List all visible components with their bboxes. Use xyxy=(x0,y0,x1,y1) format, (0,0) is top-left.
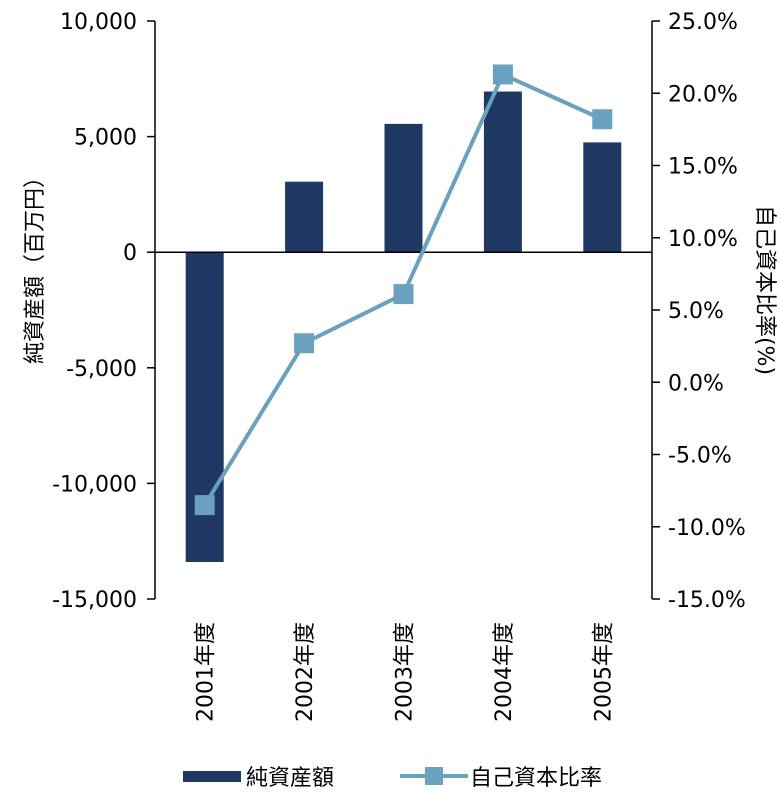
bar-4 xyxy=(483,91,522,253)
line-series xyxy=(194,64,613,516)
bar-5 xyxy=(583,142,622,253)
right-tick-label-8: -15.0% xyxy=(668,588,746,613)
category-label-2: 2002年度 xyxy=(293,622,318,722)
right-axis-ticks: 25.0% 20.0% 15.0% 10.0% 5.0% 0.0% -5.0% -10.0% -… xyxy=(652,10,746,613)
ratio-marker-4 xyxy=(492,64,513,85)
legend-swatch-marker xyxy=(425,767,443,785)
ratio-marker-2 xyxy=(294,333,315,354)
right-tick-label-3: 10.0% xyxy=(668,227,738,252)
right-tick-label-6: -5.0% xyxy=(668,444,732,469)
right-axis-title: 自己資本比率(%) xyxy=(752,205,777,375)
category-label-4: 2004年度 xyxy=(492,622,517,722)
bar-1 xyxy=(185,252,224,563)
left-axis-title: 純資産額（百万円） xyxy=(23,166,48,364)
legend: 純資産額 自己資本比率 xyxy=(183,766,602,791)
right-tick-label-7: -10.0% xyxy=(668,516,746,541)
legend-label-bar: 純資産額 xyxy=(246,766,334,791)
legend-label-line: 自己資本比率 xyxy=(470,766,602,791)
legend-swatch-bar xyxy=(183,771,241,782)
category-labels: 2001年度 2002年度 2003年度 2004年度 2005年度 xyxy=(194,622,617,722)
left-tick-label-0: 10,000 xyxy=(60,10,137,35)
left-tick-label-1: 5,000 xyxy=(74,126,137,151)
bar-series xyxy=(185,91,622,563)
left-tick-label-5: -15,000 xyxy=(52,588,137,613)
right-tick-label-2: 15.0% xyxy=(668,155,738,180)
left-tick-label-4: -10,000 xyxy=(52,472,137,497)
bar-3 xyxy=(384,123,423,253)
ratio-marker-1 xyxy=(194,495,215,516)
right-tick-label-1: 20.0% xyxy=(668,82,738,107)
left-tick-label-2: 0 xyxy=(123,241,137,266)
left-axis-ticks: 10,000 5,000 0 -5,000 -10,000 -15,000 xyxy=(52,10,155,613)
ratio-marker-3 xyxy=(393,284,414,305)
right-tick-label-4: 5.0% xyxy=(668,299,724,324)
right-tick-label-5: 0.0% xyxy=(668,371,724,396)
category-label-5: 2005年度 xyxy=(591,622,616,722)
ratio-marker-5 xyxy=(592,109,613,130)
left-tick-label-3: -5,000 xyxy=(66,357,137,382)
bar-2 xyxy=(285,181,324,253)
category-label-1: 2001年度 xyxy=(194,622,219,722)
category-label-3: 2003年度 xyxy=(393,622,418,722)
right-tick-label-0: 25.0% xyxy=(668,10,738,35)
